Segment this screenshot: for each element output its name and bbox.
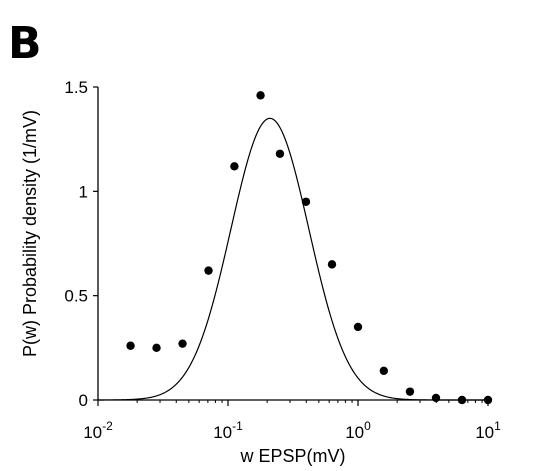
x-tick-label: 10-2: [83, 419, 113, 442]
y-tick-label: 1: [79, 182, 88, 201]
data-point: [457, 395, 467, 405]
panel-letter: B: [8, 18, 42, 69]
x-tick-label: 100: [345, 419, 371, 442]
data-point: [483, 395, 493, 405]
y-tick-label: 0: [79, 391, 88, 410]
y-ticks: 0 0.5 1 1.5: [64, 78, 98, 410]
data-point: [230, 162, 239, 171]
data-point: [152, 343, 161, 353]
y-axis-title: P(w) Probability density (1/mV): [20, 110, 40, 357]
y-tick-label: 1.5: [64, 78, 88, 97]
data-point: [405, 387, 415, 396]
data-points: [126, 91, 493, 405]
data-point: [301, 197, 311, 206]
x-axis-title: w EPSP(mV): [239, 446, 345, 466]
x-ticks: 10-2 10-1 100 101: [83, 400, 501, 442]
fit-curve: [98, 117, 488, 401]
data-point: [204, 266, 213, 275]
data-point: [178, 339, 187, 348]
data-point: [126, 341, 135, 350]
data-point: [327, 260, 337, 269]
data-point: [275, 149, 285, 158]
y-tick-label: 0.5: [64, 287, 88, 306]
data-point: [379, 366, 389, 375]
data-point: [256, 91, 265, 100]
data-point: [353, 322, 363, 332]
data-point: [431, 393, 441, 403]
x-tick-label: 10-1: [213, 419, 243, 442]
axes: [97, 87, 488, 401]
x-tick-label: 101: [475, 419, 501, 442]
